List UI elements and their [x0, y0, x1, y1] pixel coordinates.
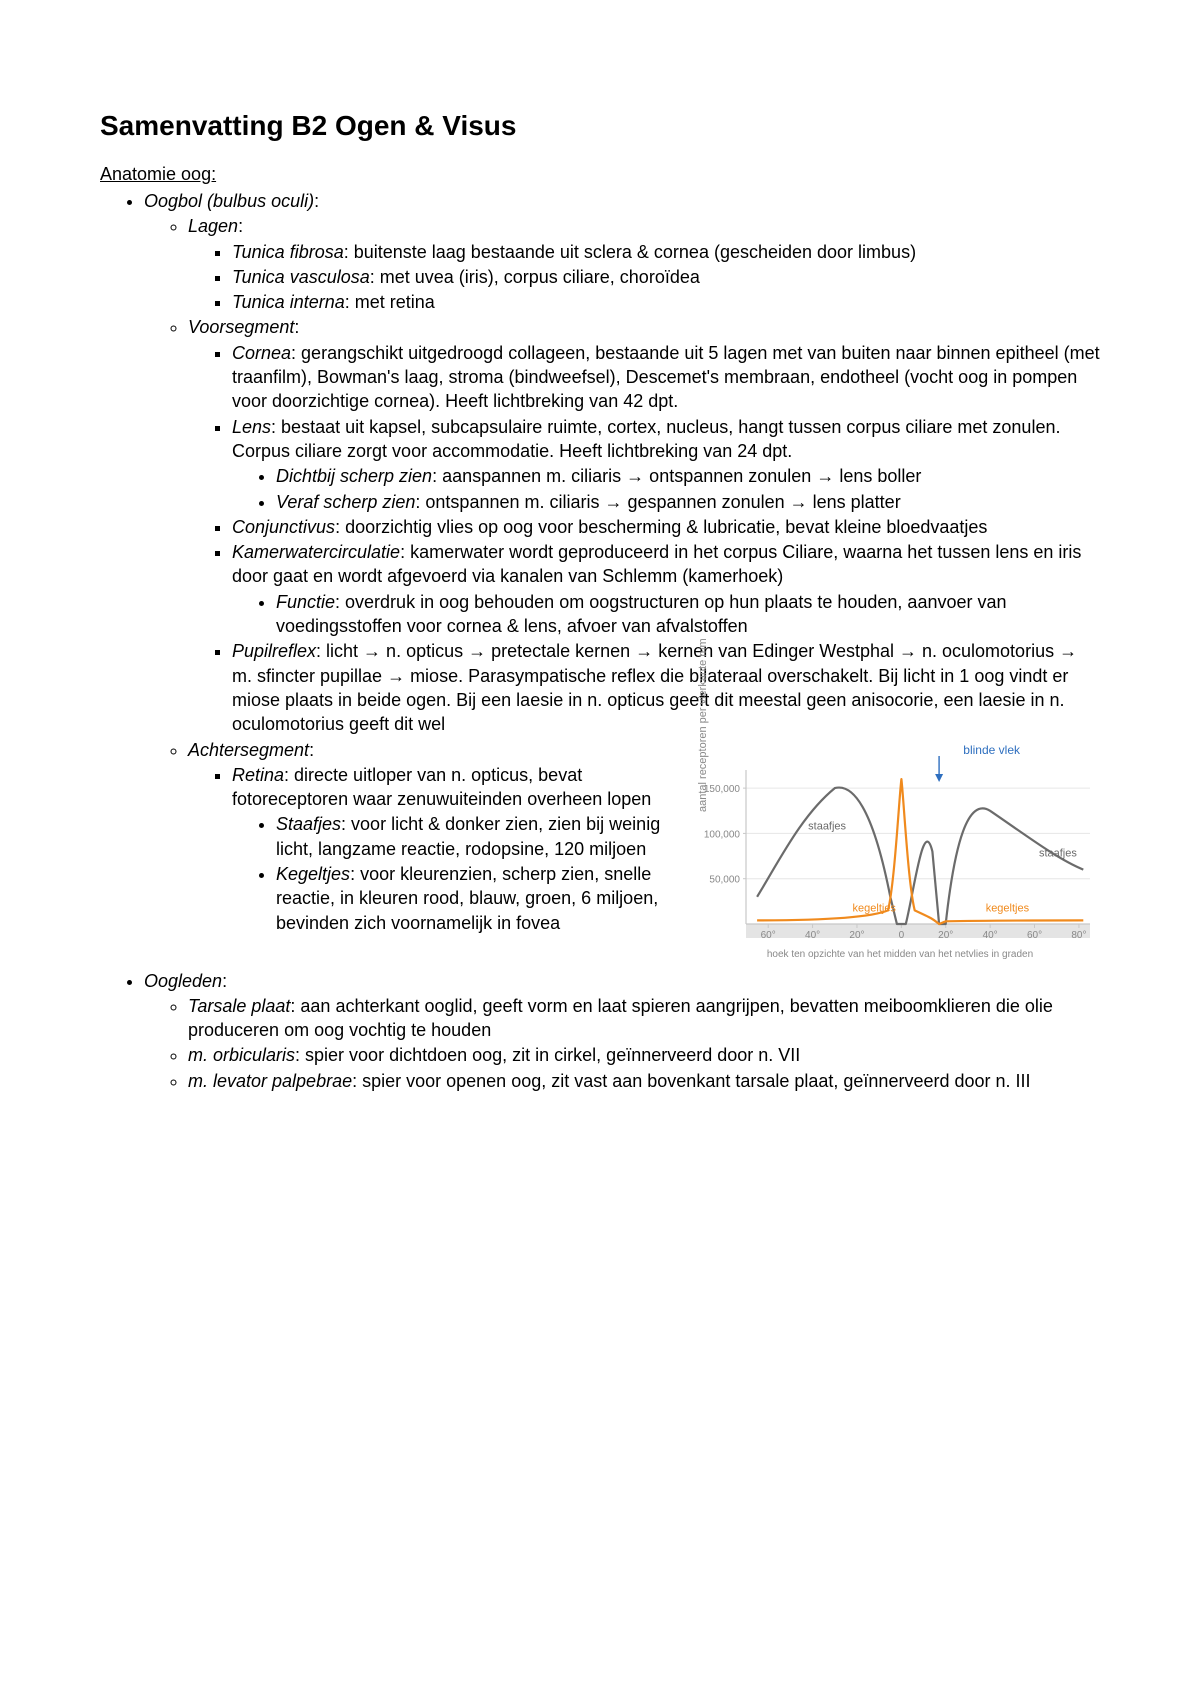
svg-text:20°: 20°: [849, 930, 864, 941]
text: : met uvea (iris), corpus ciliare, choro…: [370, 267, 700, 287]
section-heading-anatomie: Anatomie oog:: [100, 164, 1100, 185]
term: Retina: [232, 765, 284, 785]
svg-text:20°: 20°: [938, 930, 953, 941]
oogleden-item-2: m. levator palpebrae: spier voor openen …: [188, 1069, 1100, 1093]
term: Tarsale plaat: [188, 996, 290, 1016]
achtersegment-label: Achtersegment: [188, 740, 309, 760]
term: Cornea: [232, 343, 291, 363]
svg-text:staafjes: staafjes: [808, 820, 846, 832]
text: : ontspannen m. ciliaris → gespannen zon…: [415, 492, 900, 512]
term: Dichtbij scherp zien: [276, 466, 432, 486]
text: : doorzichtig vlies op oog voor bescherm…: [335, 517, 987, 537]
list-root: Oogbol (bulbus oculi): Lagen: Tunica fib…: [100, 189, 1100, 1093]
retina-receptor-chart: blinde vlek aantal receptoren per vierka…: [700, 742, 1100, 962]
svg-text:50,000: 50,000: [709, 874, 740, 885]
lagen-label: Lagen: [188, 216, 238, 236]
text: : met retina: [345, 292, 435, 312]
svg-text:kegeltjes: kegeltjes: [853, 902, 897, 914]
term: Staafjes: [276, 814, 341, 834]
text: : aanspannen m. ciliaris → ontspannen zo…: [432, 466, 921, 486]
chart-svg: 50,000100,000150,00060°40°20°020°40°60°8…: [700, 742, 1100, 962]
vs-kamerwater: Kamerwatercirculatie: kamerwater wordt g…: [232, 540, 1100, 638]
item-lagen: Lagen: Tunica fibrosa: buitenste laag be…: [188, 214, 1100, 314]
svg-text:40°: 40°: [983, 930, 998, 941]
term: Kamerwatercirculatie: [232, 542, 400, 562]
list-kamerwater-sub: Functie: overdruk in oog behouden om oog…: [232, 590, 1100, 639]
svg-text:60°: 60°: [1027, 930, 1042, 941]
text: : overdruk in oog behouden om oogstructu…: [276, 592, 1007, 636]
term: Functie: [276, 592, 335, 612]
svg-text:staafjes: staafjes: [1039, 847, 1077, 859]
term: m. levator palpebrae: [188, 1071, 352, 1091]
text: : gerangschikt uitgedroogd collageen, be…: [232, 343, 1100, 412]
list-oogbol: Lagen: Tunica fibrosa: buitenste laag be…: [144, 214, 1100, 967]
list-oogleden: Tarsale plaat: aan achterkant ooglid, ge…: [144, 994, 1100, 1093]
text: : aan achterkant ooglid, geeft vorm en l…: [188, 996, 1053, 1040]
kamerwater-sub: Functie: overdruk in oog behouden om oog…: [276, 590, 1100, 639]
svg-text:60°: 60°: [761, 930, 776, 941]
vs-conjunctivus: Conjunctivus: doorzichtig vlies op oog v…: [232, 515, 1100, 539]
term: m. orbicularis: [188, 1045, 295, 1065]
term: Kegeltjes: [276, 864, 350, 884]
term: Pupilreflex: [232, 641, 316, 661]
svg-text:0: 0: [899, 930, 905, 941]
svg-text:100,000: 100,000: [704, 829, 741, 840]
vs-pupilreflex: Pupilreflex: licht → n. opticus → pretec…: [232, 639, 1100, 736]
svg-text:80°: 80°: [1071, 930, 1086, 941]
text: : directe uitloper van n. opticus, bevat…: [232, 765, 651, 809]
svg-text:40°: 40°: [805, 930, 820, 941]
chart-ylabel: aantal receptoren per vierkante mm: [696, 638, 711, 812]
text: : bestaat uit kapsel, subcapsulaire ruim…: [232, 417, 1060, 461]
document-page: Samenvatting B2 Ogen & Visus Anatomie oo…: [0, 0, 1200, 1174]
term: Conjunctivus: [232, 517, 335, 537]
item-oogbol: Oogbol (bulbus oculi): Lagen: Tunica fib…: [144, 189, 1100, 968]
term: Tunica vasculosa: [232, 267, 370, 287]
text: : buitenste laag bestaande uit sclera & …: [344, 242, 916, 262]
term: Tunica fibrosa: [232, 242, 344, 262]
lagen-item-1: Tunica vasculosa: met uvea (iris), corpu…: [232, 265, 1100, 289]
oogleden-label: Oogleden: [144, 971, 222, 991]
term: Tunica interna: [232, 292, 345, 312]
oogbol-label: Oogbol (bulbus oculi): [144, 191, 314, 211]
term: Lens: [232, 417, 271, 437]
text: : spier voor openen oog, zit vast aan bo…: [352, 1071, 1030, 1091]
text: : spier voor dichtdoen oog, zit in cirke…: [295, 1045, 800, 1065]
oogleden-item-0: Tarsale plaat: aan achterkant ooglid, ge…: [188, 994, 1100, 1043]
lens-sub-0: Dichtbij scherp zien: aanspannen m. cili…: [276, 464, 1100, 488]
item-voorsegment: Voorsegment: Cornea: gerangschikt uitged…: [188, 315, 1100, 736]
svg-text:kegeltjes: kegeltjes: [986, 902, 1030, 914]
list-voorsegment: Cornea: gerangschikt uitgedroogd collage…: [188, 341, 1100, 737]
chart-title-blinde-vlek: blinde vlek: [963, 742, 1020, 758]
vs-lens: Lens: bestaat uit kapsel, subcapsulaire …: [232, 415, 1100, 514]
lagen-item-2: Tunica interna: met retina: [232, 290, 1100, 314]
page-title: Samenvatting B2 Ogen & Visus: [100, 110, 1100, 142]
text: : licht → n. opticus → pretectale kernen…: [232, 641, 1077, 734]
list-lagen: Tunica fibrosa: buitenste laag bestaande…: [188, 240, 1100, 315]
list-lens-sub: Dichtbij scherp zien: aanspannen m. cili…: [232, 464, 1100, 514]
item-achtersegment: Achtersegment: blinde vlek aantal recept…: [188, 738, 1100, 968]
chart-xlabel: hoek ten opzichte van het midden van het…: [767, 948, 1033, 962]
oogleden-item-1: m. orbicularis: spier voor dichtdoen oog…: [188, 1043, 1100, 1067]
lagen-item-0: Tunica fibrosa: buitenste laag bestaande…: [232, 240, 1100, 264]
term: Veraf scherp zien: [276, 492, 415, 512]
lens-sub-1: Veraf scherp zien: ontspannen m. ciliari…: [276, 490, 1100, 514]
vs-cornea: Cornea: gerangschikt uitgedroogd collage…: [232, 341, 1100, 414]
item-oogleden: Oogleden: Tarsale plaat: aan achterkant …: [144, 969, 1100, 1093]
voorsegment-label: Voorsegment: [188, 317, 294, 337]
